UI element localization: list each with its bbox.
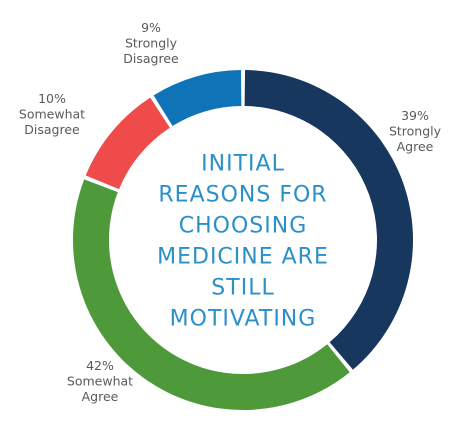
- chart-title: INITIAL REASONS FOR CHOOSING MEDICINE ARE ST…: [157, 152, 329, 332]
- slice-label-somewhat-disagree: 10% Somewhat Disagree: [19, 91, 85, 137]
- slice-strongly-disagree: [153, 70, 242, 127]
- slice-label-somewhat-agree: 42% Somewhat Agree: [67, 358, 133, 404]
- slice-somewhat-disagree: [85, 97, 170, 190]
- slice-label-strongly-disagree: 9% Strongly Disagree: [123, 20, 179, 66]
- slice-strongly-agree: [244, 70, 414, 370]
- donut-slices: [72, 70, 414, 411]
- slice-labels: 39% Strongly Agree 42% Somewhat Agree 10% Somew…: [19, 20, 442, 404]
- slice-label-strongly-agree: 39% Strongly Agree: [389, 108, 442, 154]
- slice-somewhat-agree: [72, 179, 350, 411]
